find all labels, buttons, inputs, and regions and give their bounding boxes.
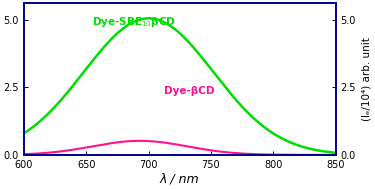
- Y-axis label: (Iₑ/10⁴) arb. unit: (Iₑ/10⁴) arb. unit: [362, 37, 372, 121]
- Text: Dye-βCD: Dye-βCD: [164, 86, 214, 96]
- Text: Dye-SBE$_{10}$βCD: Dye-SBE$_{10}$βCD: [92, 15, 176, 29]
- X-axis label: λ / nm: λ / nm: [160, 173, 200, 186]
